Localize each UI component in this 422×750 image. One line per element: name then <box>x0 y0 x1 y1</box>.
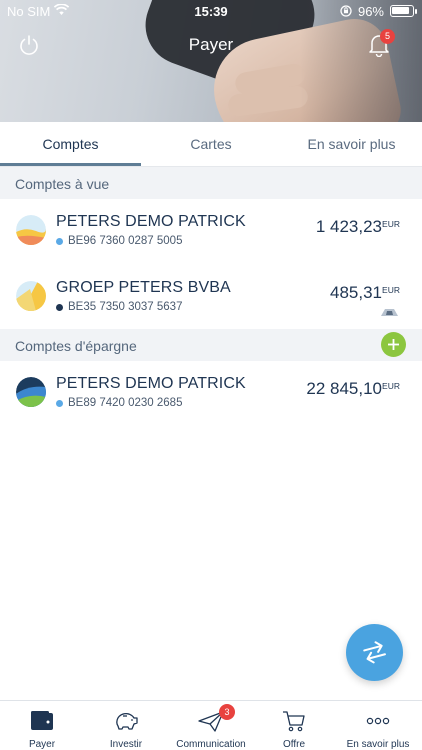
notification-badge[interactable]: 5 <box>380 29 395 44</box>
nav-payer[interactable]: Payer <box>0 701 84 750</box>
page-title: Payer <box>188 35 234 54</box>
communication-badge: 3 <box>219 704 235 720</box>
clock: 15:39 <box>194 4 228 19</box>
plus-icon <box>388 339 399 350</box>
wallet-icon <box>31 711 53 730</box>
transfer-button[interactable] <box>346 624 403 681</box>
nav-label: Offre <box>282 739 306 750</box>
tab-bar: Comptes Cartes En savoir plus <box>0 122 422 167</box>
account-avatar-icon <box>16 281 46 311</box>
nav-investir[interactable]: Investir <box>84 701 168 750</box>
header: No SIM 15:39 96% Payer 5 <box>0 0 422 122</box>
account-row[interactable]: GROEP PETERS BVBA BE35 7350 3037 5637 48… <box>0 265 422 327</box>
battery-percent: 96% <box>357 4 384 19</box>
account-balance: 485,31 <box>330 283 382 302</box>
account-currency: EUR <box>382 285 400 295</box>
more-dots-icon <box>366 717 390 725</box>
bottom-navigation: Payer Investir 3 Communication Offre En <box>0 700 422 750</box>
nav-label: Investir <box>109 739 143 750</box>
section-header-current: Comptes à vue <box>0 167 422 199</box>
section-title: Comptes à vue <box>15 176 110 192</box>
wifi-icon <box>54 4 69 15</box>
account-row[interactable]: PETERS DEMO PATRICK BE96 7360 0287 5005 … <box>0 199 422 261</box>
power-icon[interactable] <box>18 34 40 56</box>
account-currency: EUR <box>382 219 400 229</box>
rotation-lock-icon <box>340 5 352 17</box>
nav-label: En savoir plus <box>346 739 410 750</box>
account-iban: BE89 7420 0230 2685 <box>68 397 183 409</box>
nav-en-savoir-plus[interactable]: En savoir plus <box>334 701 422 750</box>
account-color-dot <box>56 304 63 311</box>
shared-account-icon <box>381 309 398 316</box>
account-iban: BE35 7350 3037 5637 <box>68 301 183 313</box>
active-tab-indicator <box>0 163 141 166</box>
cart-icon <box>283 711 305 732</box>
tab-cartes[interactable]: Cartes <box>190 136 232 152</box>
header-photo-shade <box>300 0 422 122</box>
account-row[interactable]: PETERS DEMO PATRICK BE89 7420 0230 2685 … <box>0 361 422 423</box>
section-header-savings: Comptes d'épargne <box>0 329 422 361</box>
account-color-dot <box>56 400 63 407</box>
tab-en-savoir-plus[interactable]: En savoir plus <box>307 136 396 152</box>
section-title: Comptes d'épargne <box>15 338 137 354</box>
add-savings-account-button[interactable] <box>381 332 406 357</box>
account-balance: 22 845,10 <box>306 379 382 398</box>
piggy-bank-icon <box>116 712 138 730</box>
account-iban: BE96 7360 0287 5005 <box>68 235 183 247</box>
account-name: GROEP PETERS BVBA <box>56 279 231 296</box>
account-avatar-icon <box>16 377 46 407</box>
account-name: PETERS DEMO PATRICK <box>56 213 246 230</box>
status-bar: No SIM 15:39 96% <box>0 0 422 22</box>
account-avatar-icon <box>16 215 46 245</box>
battery-icon <box>390 5 414 17</box>
account-balance: 1 423,23 <box>315 217 382 236</box>
transfer-arrows-icon <box>363 641 386 664</box>
nav-label: Communication <box>176 739 246 750</box>
account-name: PETERS DEMO PATRICK <box>56 375 246 392</box>
nav-label: Payer <box>28 739 56 750</box>
account-color-dot <box>56 238 63 245</box>
carrier-label: No SIM <box>7 4 51 19</box>
tab-comptes[interactable]: Comptes <box>42 136 99 152</box>
account-currency: EUR <box>382 381 400 391</box>
nav-communication[interactable]: 3 Communication <box>168 701 254 750</box>
nav-offre[interactable]: Offre <box>254 701 334 750</box>
